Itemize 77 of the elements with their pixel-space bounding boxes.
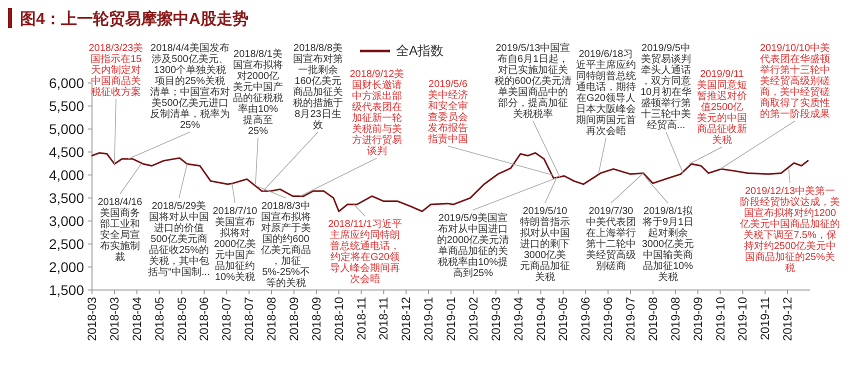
x-tick-label: 2018-03 (85, 296, 99, 342)
y-tick-label: 5,500 (48, 98, 84, 114)
annotation: 2018/8/3中国宣布拟将对原产于美国的约600亿美元商品，加征5%-25%不等的关税 (260, 200, 311, 289)
annotation: 2019/7/30中美代表团在上海举行第十二轮中美经贸高级别磋商 (586, 172, 644, 272)
annotation: 2019/9/11美国同意短暂推迟对价值2500亿美元的中国商品征收新关税 (697, 69, 747, 146)
annotation: 2019/8/1拟将于9月1日起对剩余3000亿美元中国输美商品加征10%关税 (641, 205, 694, 283)
annotation: 2019/5/10特朗普指示拟对从中国进口的剩下3000亿美元商品加征关税 (520, 176, 570, 283)
annotation: 2018/3/23美国指示在15天内制定对中国商品关税征收方案 (88, 43, 144, 164)
annotation: 2018/4/4美国发布涉及500亿美元、1300个单独关税项目的25%关税清单；中国宣布对美500亿美元进口反制清单，税率为25% (150, 42, 230, 131)
annotation: 2018/8/1美国宣布拟将对2000亿美元中国产品的征税税率由10%提高至25% (233, 48, 283, 137)
x-tick-label: 2019-04 (534, 296, 548, 342)
annotation: 2019/5/13中国宣布自6月1日起，对已实施加征关税的600亿美元清单美国商品中的部分，提高加征关税税率 (494, 43, 572, 178)
annotation: 2019/12/13中美第一阶段经贸协议达成，美国宣布拟将对约1200亿美元中国商品加征的关税下调至7.5%，保持对约2500亿美元中国商品加征的25%关税 (740, 168, 840, 274)
annotation: 2018/9/12美国财长邀请中方派出部级代表团在加征新一轮关税前与美方进行贸易谈判 (350, 68, 404, 157)
x-tick-label: 2019-04 (511, 296, 526, 342)
legend-label: 全A指数 (396, 43, 444, 58)
annotation: 2019/6/18习近平主席应约同特朗普总统通电话，期待在G20领导人日本大阪峰会期间两国元首再次会晤 (576, 49, 636, 174)
x-tick-label: 2019-07 (624, 296, 638, 342)
x-tick-label: 2018-11 (376, 296, 391, 340)
x-tick-label: 2018-03 (107, 296, 122, 342)
x-tick-label: 2018-11 (354, 296, 368, 340)
x-tick-label: 2018-05 (152, 296, 166, 342)
annotation: 2018/5/29美国将对从中国进口的价值500亿美元商品征收25%的关税，其中包括与“中国制... (148, 200, 210, 278)
annotation: 2018/4/16美国商务部工业和安全局宣布实施制裁 (98, 197, 143, 263)
annotation: 2018/4/16美国商务部工业和安全局宣布实施制裁 (98, 164, 142, 263)
annotation: 2019/10/10中美代表团在华盛顿举行第十三轮中美经贸高级别磋商，美中经贸磋商取得了实质性的第一阶段成果 (759, 42, 830, 120)
x-tick-label: 2019-08 (646, 296, 660, 342)
x-tick-label: 2019-06 (578, 296, 593, 342)
x-tick-label: 2019-08 (668, 296, 682, 342)
y-tick-label: 3,000 (48, 213, 84, 229)
x-tick-label: 2019-09 (690, 296, 705, 342)
x-tick-label: 2019-01 (444, 296, 458, 342)
x-tick-label: 2019-06 (601, 296, 616, 342)
x-tick-label: 2018-06 (197, 296, 212, 342)
annotation: 2018/7/10美国宣布拟将对2000亿美元中国产品加征约10%关税 (212, 182, 258, 283)
x-tick-label: 2019-12 (780, 296, 795, 342)
annotation: 2019/5/9美国宣布对从中国进口的2000亿美元清单商品加征的关税税率由10%提高到25% (436, 212, 510, 279)
annotation: 2018/8/1美国宣布拟将对2000亿美元中国产品的征税税率由10%提高至25% (233, 49, 283, 185)
x-tick-label: 2018-09 (309, 296, 324, 342)
x-tick-label: 2018-05 (174, 296, 189, 342)
x-tick-label: 2018-12 (399, 296, 414, 342)
annotation: 2019/5/10特朗普指示拟对从中国进口的剩下3000亿美元商品加征关税 (520, 206, 570, 283)
annotation: 2019/12/13中美第一阶段经贸协议达成，美国宣布拟将对约1200亿美元中国商品加征的关税下调至7.5%，保持对约2500亿美元中国商品加征的25%关税 (739, 185, 840, 274)
title: 图4：上一轮贸易摩擦中A股走势 (8, 8, 248, 28)
annotation: 2019/7/30中美代表团在上海举行第十二轮中美经贸高级别磋商 (586, 206, 636, 272)
annotation: 2019/6/18习近平主席应约同特朗普总统通电话，期待在G20领导人日本大阪峰会期间两国元首再次会晤 (576, 49, 636, 137)
annotation: 2019/8/1拟将于9月1日起对剩余3000亿美元中国输美商品加征10%关税 (642, 176, 694, 283)
annotation: 2018/11/1习近平主席应约同特朗普总统通电话，约定将在G20领导人峰会期间再次会晤 (328, 218, 402, 285)
x-tick-label: 2019-11 (758, 296, 772, 340)
x-tick-label: 2018-08 (264, 296, 278, 342)
y-tick-label: 4,000 (48, 167, 84, 183)
y-tick-label: 1,500 (48, 282, 84, 298)
x-tick-label: 2018-07 (220, 296, 234, 342)
x-tick-label: 2019-02 (466, 296, 480, 342)
x-tick-label: 2019-10 (713, 296, 728, 342)
legend: 全A指数 (360, 43, 444, 58)
x-tick-label: 2019-01 (422, 296, 436, 342)
annotation: 2018/11/1习近平主席应约同特朗普总统通电话，约定将在G20领导人峰会期间再次会晤 (328, 204, 402, 285)
y-tick-label: 2,500 (48, 236, 84, 252)
annotation: 2018/3/23美国指示在15天内制定对中国商品关税征收方案 (88, 42, 144, 98)
annotation: 2018/7/10美国宣布拟将对2000亿美元中国产品加征约10%关税 (212, 206, 258, 283)
y-tick-label: 2,000 (48, 259, 84, 275)
y-tick-label: 6,000 (48, 75, 84, 91)
y-tick-label: 4,500 (48, 144, 84, 160)
y-tick-label: 3,500 (48, 190, 84, 206)
y-tick-label: 5,000 (48, 121, 84, 137)
annotation: 2018/8/8美国宣布对第一批剩余160亿美元商品加征关税的措施于8月23日生效 (293, 42, 343, 131)
x-tick-label: 2018-10 (332, 296, 346, 342)
x-tick-label: 2019-10 (736, 296, 750, 342)
x-tick-label: 2018-09 (286, 296, 301, 342)
annotation: 2019/5/13中国宣布自6月1日起，对已实施加征关税的600亿美元清单美国商品中的部分，提高加征关税税率 (494, 42, 572, 120)
x-tick-label: 2018-04 (130, 296, 144, 342)
annotation: 2019/5/6美中经济和安全审查委员会发布报告指责中国 (427, 79, 468, 145)
x-tick-label: 2018-07 (242, 296, 256, 342)
annotation: 2018/5/29美国将对从中国进口的价值500亿美元商品征收25%的关税，其中包括与“中国制... (148, 164, 210, 278)
x-tick-label: 2019-05 (556, 296, 570, 342)
x-tick-label: 2019-03 (488, 296, 503, 342)
